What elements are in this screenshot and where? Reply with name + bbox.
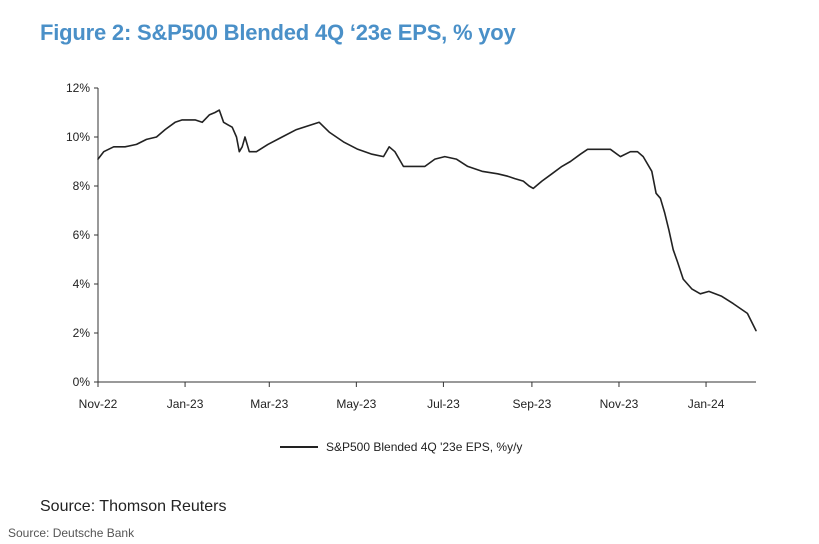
series-line-0: [97, 109, 757, 332]
x-tick-label: Jan-24: [688, 397, 725, 411]
x-tick-label: Nov-23: [600, 397, 639, 411]
y-tick-label: 8%: [73, 179, 91, 193]
x-tick-label: Mar-23: [250, 397, 288, 411]
y-tick-label: 12%: [66, 81, 90, 95]
chart-legend: S&P500 Blended 4Q '23e EPS, %y/y: [280, 440, 522, 454]
x-tick-label: Jul-23: [427, 397, 460, 411]
footer-source: Source: Deutsche Bank: [8, 526, 135, 540]
x-tick-label: Nov-22: [79, 397, 118, 411]
source-note: Source: Thomson Reuters: [40, 498, 227, 515]
legend-label: S&P500 Blended 4Q '23e EPS, %y/y: [326, 440, 523, 454]
x-tick-label: Jan-23: [167, 397, 204, 411]
y-tick-label: 0%: [73, 375, 91, 389]
y-tick-label: 4%: [73, 277, 91, 291]
y-tick-label: 10%: [66, 130, 90, 144]
legend-line-swatch: [280, 446, 318, 448]
y-tick-label: 6%: [73, 228, 91, 242]
y-tick-label: 2%: [73, 326, 91, 340]
x-tick-label: Sep-23: [513, 397, 552, 411]
x-tick-label: May-23: [336, 397, 376, 411]
chart-title: Figure 2: S&P500 Blended 4Q ‘23e EPS, % …: [40, 20, 516, 45]
